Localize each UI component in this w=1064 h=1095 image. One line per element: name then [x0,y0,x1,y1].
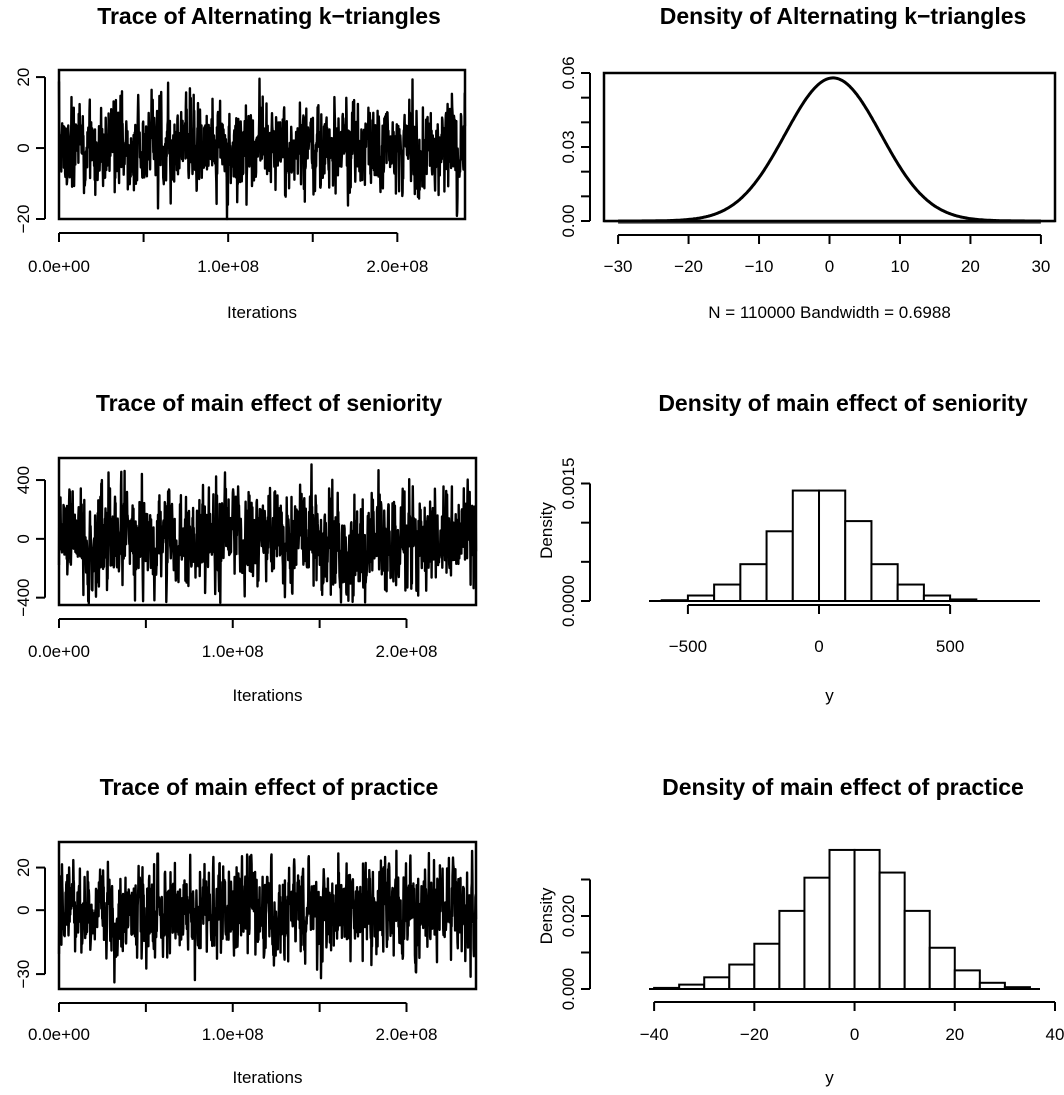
plot-frame [602,71,1057,223]
y-tick-label: 0 [14,534,33,543]
histogram-bar [660,599,689,603]
x-tick-label: 20 [945,1025,964,1044]
x-tick-label: 0.0e+00 [28,1025,90,1044]
x-tick-label: 0 [814,637,823,656]
histogram-bar [778,909,806,991]
x-tick-label: 0 [825,257,834,276]
y-tick-label: 0.0000 [559,575,578,627]
histogram-bar [922,594,952,602]
histogram-bar [791,489,821,602]
x-tick-label: 2.0e+08 [366,257,428,276]
x-tick-label: 1.0e+08 [197,257,259,276]
histogram-bar [739,563,768,603]
histogram-bar [753,942,781,990]
chart-panel-5: Trace of main effect of practice 0.0e+00 1… [14,774,478,1087]
histogram-bar [765,530,794,602]
x-axis-label: Iterations [227,303,297,322]
x-axis-label: y [825,1068,834,1087]
histogram-bar [978,981,1006,990]
histogram-bar [803,876,831,990]
plot-frame [57,68,467,221]
chart-title: Density of main effect of seniority [658,390,1028,416]
x-tick-label: −40 [640,1025,669,1044]
x-tick-label: 0.0e+00 [28,257,90,276]
histogram-bar [853,848,881,990]
chart-panel-6: Density of main effect of practice −40 −20… [537,774,1064,1087]
y-tick-label: 0 [14,143,33,152]
y-tick-label: 0.06 [559,56,578,89]
histogram-bar [728,963,756,990]
y-tick-label: −400 [14,579,33,617]
histogram-bar [713,583,742,602]
histogram-bar [653,986,681,991]
plot-frame [57,456,478,607]
y-tick-label: 20 [14,68,33,87]
histogram-bar [953,969,981,991]
x-tick-label: 20 [961,257,980,276]
chart-title: Density of main effect of practice [662,774,1024,800]
chart-title: Trace of Alternating k−triangles [97,3,441,29]
x-tick-label: −10 [745,257,774,276]
density-curve [618,76,1041,223]
chart-panel-4: Density of main effect of seniority −500 0… [537,390,1040,705]
y-tick-label: 20 [14,858,33,877]
y-tick-label: 400 [14,466,33,494]
y-tick-label: 0 [14,905,33,914]
x-tick-label: 10 [891,257,910,276]
x-tick-label: 40 [1046,1025,1064,1044]
histogram-bar [678,983,706,990]
y-tick-label: −30 [14,960,33,989]
chart-panel-1: Trace of Alternating k−triangles 0.0e+00 1… [14,3,467,322]
histogram-bar [703,976,731,991]
x-tick-label: 30 [1031,257,1050,276]
trace-series-line [57,849,478,984]
x-tick-label: −500 [669,637,707,656]
y-tick-label: 0.020 [559,895,578,938]
histogram-bar [896,583,925,602]
histogram-bar [870,563,899,603]
x-tick-label: 1.0e+08 [202,642,264,661]
x-tick-label: −20 [740,1025,769,1044]
y-tick-label: 0.00 [559,204,578,237]
x-axis-label: Iterations [233,686,303,705]
x-tick-label: 500 [936,637,964,656]
histogram-bar [928,946,956,991]
plot-frame [57,840,478,991]
histogram-bar [818,489,847,602]
y-tick-label: 0.03 [559,130,578,163]
y-axis-label: Density [537,502,556,559]
chart-panel-3: Trace of main effect of seniority 0.0e+00… [14,390,478,705]
x-tick-label: 1.0e+08 [202,1025,264,1044]
histogram-bar [844,520,873,602]
x-tick-label: 2.0e+08 [376,642,438,661]
trace-series-line [57,77,467,221]
x-axis-label: y [825,686,834,705]
y-tick-label: 0.000 [559,968,578,1011]
y-tick-label: −20 [14,205,33,234]
histogram-bar [903,909,931,991]
histogram-bar [949,598,978,603]
x-tick-label: −30 [604,257,633,276]
histogram-bar [878,871,906,990]
chart-title: Density of Alternating k−triangles [660,3,1027,29]
x-axis-label: Iterations [233,1068,303,1087]
chart-panel-2: Density of Alternating k−triangles −30 −20… [559,3,1057,322]
histogram-bar [1003,986,1031,990]
y-axis-label: Density [537,887,556,944]
histogram-bar [828,848,856,990]
trace-series-line [57,463,478,605]
x-tick-label: 0 [850,1025,859,1044]
histogram-bar [686,594,716,602]
x-tick-label: 0.0e+00 [28,642,90,661]
x-tick-label: 2.0e+08 [376,1025,438,1044]
x-tick-label: −20 [674,257,703,276]
x-axis-label: N = 110000 Bandwidth = 0.6988 [708,303,951,322]
chart-title: Trace of main effect of seniority [96,390,443,416]
chart-title: Trace of main effect of practice [100,774,439,800]
y-tick-label: 0.0015 [559,458,578,510]
